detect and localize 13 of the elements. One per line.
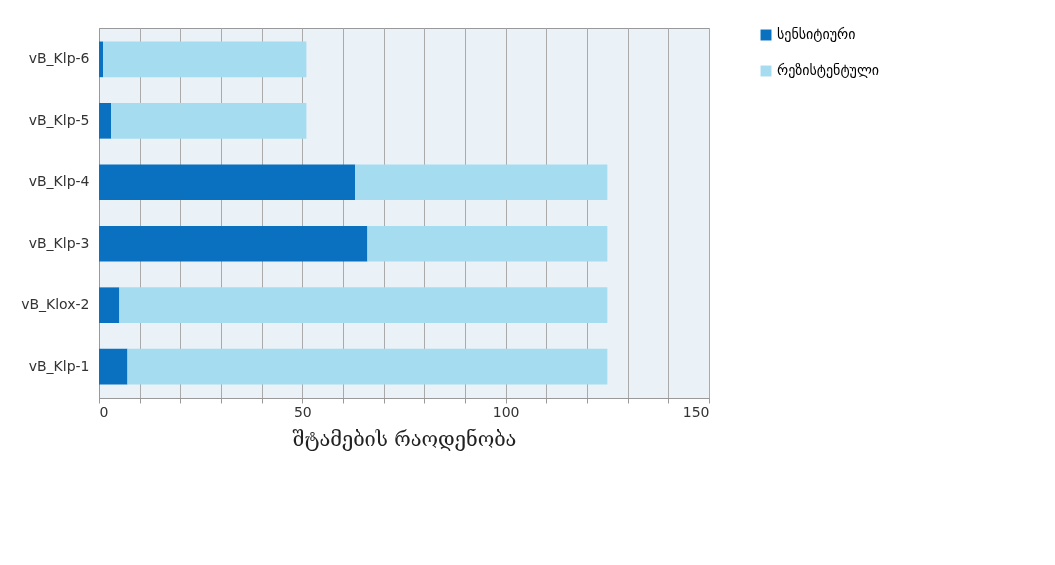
x-tick-label: 0 [99, 403, 109, 420]
y-tick-label: vB_Klp-5 [28, 111, 90, 128]
y-tick-label: vB_Klp-1 [28, 357, 90, 374]
x-tick-label: 50 [293, 403, 312, 420]
x-tick-label: 150 [682, 403, 710, 420]
legend-label: სენსიტიური [777, 26, 856, 42]
x-axis-title: შტამების რაოდენობა [292, 426, 517, 451]
y-tick-label: vB_Klox-2 [21, 296, 90, 313]
y-tick-label: vB_Klp-3 [28, 234, 90, 251]
x-tick-label: 100 [492, 403, 520, 420]
y-tick-label: vB_Klp-6 [28, 50, 90, 67]
y-tick-label: vB_Klp-4 [28, 173, 90, 190]
legend-label: რეზისტენტული [777, 62, 880, 78]
